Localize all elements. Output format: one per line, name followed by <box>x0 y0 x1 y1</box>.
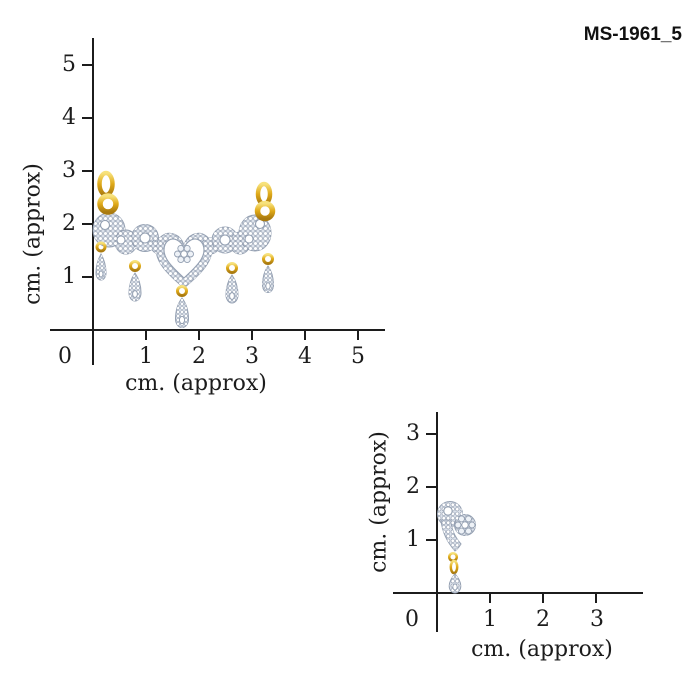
x-tick <box>489 594 491 603</box>
y-tick <box>82 276 92 278</box>
x-tick-label: 1 <box>139 344 153 369</box>
x-tick-label: 5 <box>351 344 365 369</box>
y-tick-label: 3 <box>406 421 420 446</box>
earring-image <box>437 501 476 594</box>
y-tick <box>426 433 436 435</box>
x-tick <box>198 331 200 340</box>
pendant-image <box>92 170 276 328</box>
y-tick-label: 2 <box>62 211 76 236</box>
y-tick-label: 2 <box>406 474 420 499</box>
y-tick <box>82 223 92 225</box>
x-tick <box>304 331 306 340</box>
x-tick-label: 2 <box>192 344 206 369</box>
pendant-y-axis-line <box>92 38 94 365</box>
x-tick-label: 3 <box>590 607 604 632</box>
x-tick <box>145 331 147 340</box>
product-code-label: MS-1961_5 <box>583 24 682 45</box>
hook-hole <box>443 506 453 516</box>
y-tick-label: 1 <box>62 264 76 289</box>
x-tick-label: 0 <box>405 607 419 632</box>
flower-cluster <box>174 244 194 264</box>
x-tick <box>542 594 544 603</box>
x-tick <box>595 594 597 603</box>
x-tick-label: 4 <box>298 344 312 369</box>
gold-link <box>447 551 459 575</box>
y-tick <box>82 170 92 172</box>
x-tick-label: 3 <box>245 344 259 369</box>
earring-y-axis-line <box>436 412 438 632</box>
earring-y-axis-title: cm. (approx) <box>366 431 392 573</box>
x-tick-label: 2 <box>536 607 550 632</box>
diamond-drops <box>95 253 274 328</box>
pendant-x-axis-title: cm. (approx) <box>125 371 267 396</box>
y-tick-label: 1 <box>406 527 420 552</box>
x-tick-label: 1 <box>483 607 497 632</box>
diamond-drop <box>448 573 462 594</box>
y-tick <box>426 486 436 488</box>
earring-x-axis-title: cm. (approx) <box>471 637 613 662</box>
y-tick <box>426 539 436 541</box>
earring-x-axis-line <box>393 592 643 594</box>
heart-centre <box>163 238 205 279</box>
y-tick-label: 4 <box>62 105 76 130</box>
flower-cluster <box>454 515 476 535</box>
x-tick-label: 0 <box>58 344 72 369</box>
x-tick <box>251 331 253 340</box>
gold-bails <box>95 170 276 297</box>
pendant-y-axis-title: cm. (approx) <box>20 163 46 305</box>
y-tick <box>82 117 92 119</box>
pendant-x-axis-line <box>50 329 385 331</box>
scallop-holes <box>99 218 266 246</box>
y-tick-label: 5 <box>62 52 76 77</box>
y-tick-label: 3 <box>62 158 76 183</box>
x-tick <box>357 331 359 340</box>
y-tick <box>82 64 92 66</box>
